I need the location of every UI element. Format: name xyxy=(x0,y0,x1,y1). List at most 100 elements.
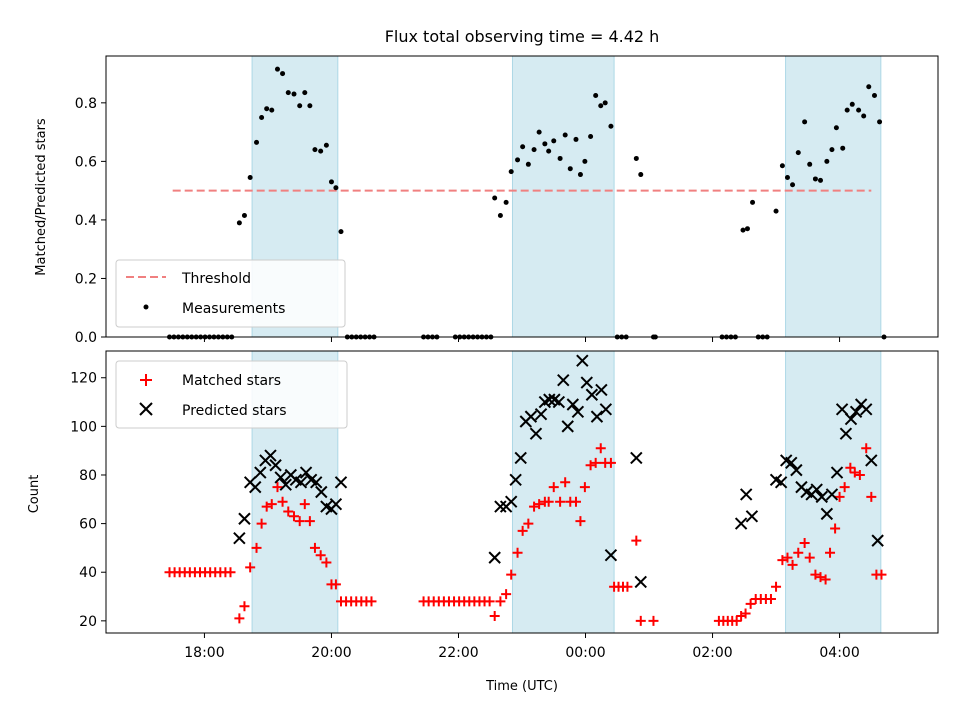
predicted-star-point xyxy=(566,398,580,411)
matched-star-point xyxy=(820,574,831,585)
predicted-star-point xyxy=(264,449,277,462)
predicted-star-point xyxy=(254,466,267,479)
measurement-point xyxy=(608,123,614,129)
measurement-point xyxy=(515,157,521,163)
measurement-point xyxy=(531,147,537,153)
measurement-point xyxy=(492,195,498,201)
bottom-y-ticks: 20 40 60 80 100 120 xyxy=(70,371,106,630)
matched-star-point xyxy=(517,525,528,536)
matched-star-point xyxy=(256,518,267,529)
measurement-point xyxy=(280,71,286,77)
matched-star-point xyxy=(501,589,512,600)
measurement-point xyxy=(812,176,818,182)
matched-star-point xyxy=(239,601,250,612)
predicted-star-point xyxy=(860,403,873,416)
matched-star-point xyxy=(793,547,804,558)
matched-star-point xyxy=(635,615,646,626)
matched-star-point xyxy=(523,518,534,529)
matched-star-point xyxy=(266,499,277,510)
measurement-point xyxy=(542,141,548,147)
predicted-star-point xyxy=(269,459,282,472)
matched-star-point xyxy=(234,613,245,624)
measurement-point xyxy=(573,136,579,142)
measurement-point xyxy=(307,103,313,109)
legend-measurements-label: Measurements xyxy=(182,301,285,317)
y-tick-label: 0.2 xyxy=(75,271,97,287)
measurement-point xyxy=(773,208,779,214)
measurement-point xyxy=(241,213,247,219)
predicted-star-point xyxy=(552,395,566,409)
y-tick-label: 60 xyxy=(79,517,97,533)
matched-star-point xyxy=(560,477,571,488)
matched-star-point xyxy=(272,482,283,493)
predicted-star-point xyxy=(233,531,246,545)
x-axis-label: Time (UTC) xyxy=(485,679,558,694)
predicted-star-point xyxy=(595,383,608,397)
measurement-point xyxy=(824,158,830,164)
predicted-star-point xyxy=(839,427,853,440)
matched-star-point xyxy=(261,501,272,512)
measurement-point xyxy=(598,103,604,109)
matched-star-point xyxy=(575,516,586,527)
y-tick-label: 80 xyxy=(79,468,97,484)
y-tick-label: 0.4 xyxy=(75,213,97,229)
measurement-point xyxy=(856,107,862,113)
predicted-star-point xyxy=(488,551,501,564)
matched-star-point xyxy=(810,569,821,580)
matched-star-point xyxy=(787,559,798,570)
legend-predicted-swatch xyxy=(139,402,153,416)
measurement-point xyxy=(546,148,552,154)
measurement-point xyxy=(750,199,756,205)
measurement-point xyxy=(247,174,253,180)
matched-star-point xyxy=(771,581,782,592)
predicted-star-point xyxy=(634,575,647,589)
predicted-star-point xyxy=(865,454,878,467)
x-tick-label: 20:00 xyxy=(311,645,351,661)
predicted-star-point xyxy=(274,471,287,484)
measurement-point xyxy=(790,182,796,188)
x-tick-label: 22:00 xyxy=(438,645,478,661)
measurement-point xyxy=(779,163,785,169)
measurement-point xyxy=(802,119,808,125)
measurement-point xyxy=(259,114,265,120)
matched-star-point xyxy=(251,542,262,553)
matched-star-point xyxy=(304,516,315,527)
shaded-span-2 xyxy=(511,55,615,338)
measurement-point xyxy=(877,119,883,125)
matched-star-point xyxy=(277,496,288,507)
top-y-axis-label: Matched/Predicted stars xyxy=(34,118,49,276)
measurement-point xyxy=(274,66,280,72)
predicted-star-point xyxy=(279,478,292,491)
measurement-point xyxy=(557,155,563,161)
matched-star-point xyxy=(799,538,810,549)
bottom-x-ticks: 18:00 20:00 22:00 00:00 02:00 04:00 xyxy=(184,633,860,661)
predicted-star-point xyxy=(820,507,834,521)
predicted-star-point xyxy=(576,354,589,367)
measurement-point xyxy=(638,172,644,178)
predicted-star-point xyxy=(299,466,313,479)
measurement-point xyxy=(633,155,639,161)
predicted-star-point xyxy=(529,427,543,440)
measurement-point xyxy=(503,199,509,205)
matched-star-point xyxy=(585,460,596,471)
legend-matched-label: Matched stars xyxy=(182,373,281,389)
matched-star-point xyxy=(876,569,887,580)
matched-star-point xyxy=(555,496,566,507)
measurement-point xyxy=(818,177,824,183)
top-legend-box xyxy=(115,259,346,328)
matched-star-point xyxy=(731,615,742,626)
predicted-stars-points xyxy=(233,354,884,589)
measurement-point xyxy=(291,91,297,97)
legend-predicted-label: Predicted stars xyxy=(182,403,287,419)
matched-stars-points xyxy=(164,443,887,626)
predicted-star-point xyxy=(630,451,643,465)
measurement-point xyxy=(582,158,588,164)
measurement-point xyxy=(508,169,514,175)
predicted-star-point xyxy=(785,456,798,470)
bottom-legend: Matched stars Predicted stars xyxy=(115,360,348,429)
measurement-point xyxy=(784,174,790,180)
measurement-point xyxy=(323,142,329,148)
matched-star-point xyxy=(631,535,642,546)
top-legend: Threshold Measurements xyxy=(115,259,346,328)
